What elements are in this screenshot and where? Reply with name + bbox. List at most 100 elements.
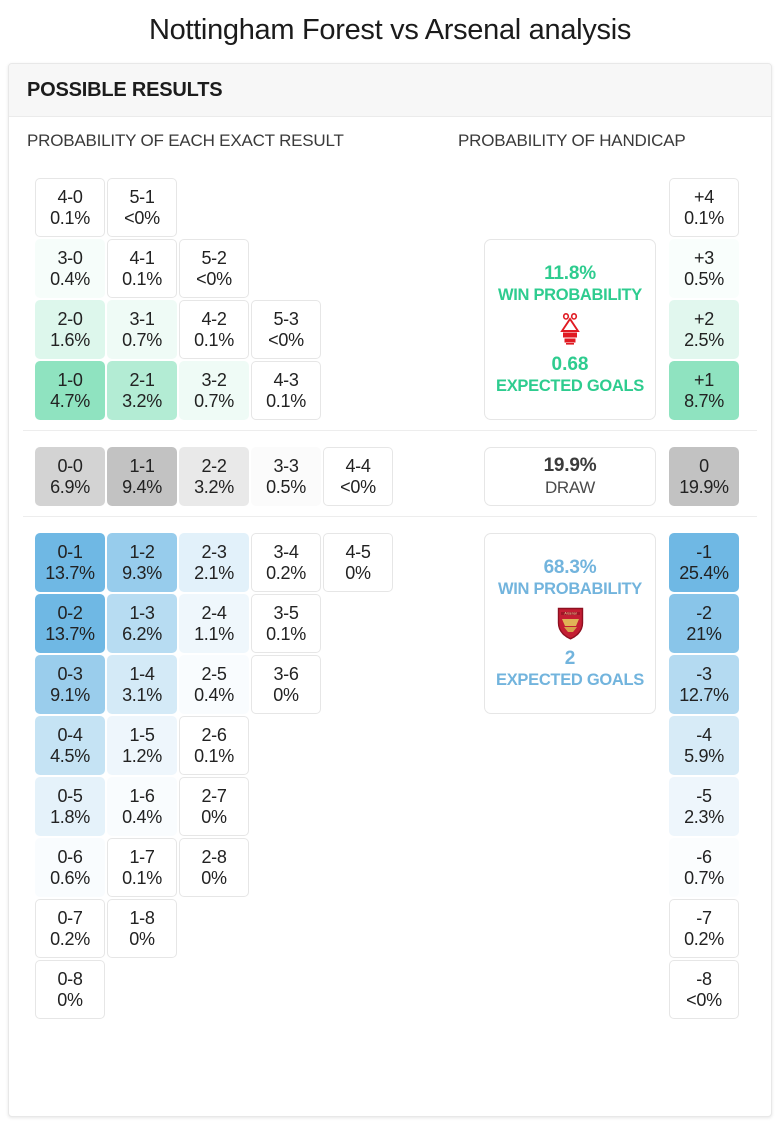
cell-label: 1-2 [129, 542, 155, 563]
score-cell-away-win[interactable]: 0-5 1.8% [35, 777, 105, 836]
cell-label: -2 [696, 603, 712, 624]
score-cell-home-win[interactable]: 3-0 0.4% [35, 239, 105, 298]
cell-label: 1-5 [129, 725, 155, 746]
score-cell-away-win[interactable]: 1-6 0.4% [107, 777, 177, 836]
handicap-cell-away[interactable]: -8 <0% [669, 960, 739, 1019]
away-win-probability-label: WIN PROBABILITY [498, 580, 642, 598]
score-cell-away-win[interactable]: 2-3 2.1% [179, 533, 249, 592]
score-cell-away-win[interactable]: 0-6 0.6% [35, 838, 105, 897]
score-cell-home-win[interactable]: 1-0 4.7% [35, 361, 105, 420]
home-expected-goals-label: EXPECTED GOALS [496, 377, 644, 395]
cell-label: 4-5 [345, 542, 371, 563]
score-cell-home-win[interactable]: 4-2 0.1% [179, 300, 249, 359]
cell-label: 0-8 [57, 969, 83, 990]
handicap-cell-home[interactable]: +1 8.7% [669, 361, 739, 420]
handicap-cell-home[interactable]: +3 0.5% [669, 239, 739, 298]
handicap-cell-away[interactable]: -2 21% [669, 594, 739, 653]
handicap-cell-away[interactable]: -7 0.2% [669, 899, 739, 958]
score-cell-away-win[interactable]: 4-5 0% [323, 533, 393, 592]
score-cell-away-win[interactable]: 2-8 0% [179, 838, 249, 897]
cell-probability: 12.7% [679, 684, 729, 705]
cell-probability: 0.1% [50, 207, 90, 228]
cell-label: 2-8 [201, 847, 227, 868]
score-cell-home-win[interactable]: 2-1 3.2% [107, 361, 177, 420]
cell-probability: 4.7% [50, 390, 90, 411]
score-cell-away-win[interactable]: 0-2 13.7% [35, 594, 105, 653]
score-cell-away-win[interactable]: 1-7 0.1% [107, 838, 177, 897]
score-cell-home-win[interactable]: 4-1 0.1% [107, 239, 177, 298]
score-cell-away-win[interactable]: 1-8 0% [107, 899, 177, 958]
score-cell-away-win[interactable]: 1-2 9.3% [107, 533, 177, 592]
cell-label: +3 [694, 248, 714, 269]
cell-label: -6 [696, 847, 712, 868]
cell-label: +1 [694, 370, 714, 391]
cell-label: 5-3 [273, 309, 299, 330]
score-cell-home-win[interactable]: 5-3 <0% [251, 300, 321, 359]
cell-probability: 0.7% [194, 390, 234, 411]
cell-probability: <0% [196, 268, 232, 289]
away-win-summary-panel[interactable]: 68.3% WIN PROBABILITY Arsenal 2 EXPECTED… [484, 533, 656, 714]
score-cell-draw[interactable]: 1-1 9.4% [107, 447, 177, 506]
score-cell-home-win[interactable]: 2-0 1.6% [35, 300, 105, 359]
cell-probability: 1.2% [122, 745, 162, 766]
cell-probability: 0.1% [122, 867, 162, 888]
score-cell-away-win[interactable]: 2-5 0.4% [179, 655, 249, 714]
cell-label: 2-2 [201, 456, 227, 477]
score-cell-draw[interactable]: 0-0 6.9% [35, 447, 105, 506]
cell-probability: 0.1% [194, 745, 234, 766]
score-cell-away-win[interactable]: 2-6 0.1% [179, 716, 249, 775]
score-cell-draw[interactable]: 2-2 3.2% [179, 447, 249, 506]
score-cell-away-win[interactable]: 1-4 3.1% [107, 655, 177, 714]
cell-probability: 2.3% [684, 806, 724, 827]
score-cell-away-win[interactable]: 3-6 0% [251, 655, 321, 714]
handicap-cell-away[interactable]: -3 12.7% [669, 655, 739, 714]
handicap-cell-away[interactable]: -1 25.4% [669, 533, 739, 592]
cell-label: 0-6 [57, 847, 83, 868]
score-cell-home-win[interactable]: 3-2 0.7% [179, 361, 249, 420]
cell-probability: 19.9% [679, 476, 729, 497]
score-cell-away-win[interactable]: 0-4 4.5% [35, 716, 105, 775]
home-win-summary-panel[interactable]: 11.8% WIN PROBABILITY 0.68 EXPECTED GOAL… [484, 239, 656, 420]
score-cell-away-win[interactable]: 1-5 1.2% [107, 716, 177, 775]
section-divider-draw-away [23, 516, 757, 517]
score-cell-home-win[interactable]: 4-0 0.1% [35, 178, 105, 237]
draw-summary-panel[interactable]: 19.9% DRAW [484, 447, 656, 506]
handicap-cell-home[interactable]: +4 0.1% [669, 178, 739, 237]
handicap-cell-home[interactable]: +2 2.5% [669, 300, 739, 359]
cell-label: 3-3 [273, 456, 299, 477]
cell-label: 0-1 [57, 542, 83, 563]
cell-label: 1-3 [129, 603, 155, 624]
score-cell-home-win[interactable]: 5-1 <0% [107, 178, 177, 237]
score-cell-away-win[interactable]: 2-4 1.1% [179, 594, 249, 653]
score-cell-away-win[interactable]: 0-3 9.1% [35, 655, 105, 714]
cell-probability: 0.4% [122, 806, 162, 827]
cell-probability: 9.3% [122, 562, 162, 583]
cell-probability: 0.1% [122, 268, 162, 289]
cell-probability: 9.1% [50, 684, 90, 705]
score-cell-home-win[interactable]: 4-3 0.1% [251, 361, 321, 420]
score-cell-away-win[interactable]: 3-5 0.1% [251, 594, 321, 653]
score-cell-draw[interactable]: 4-4 <0% [323, 447, 393, 506]
cell-label: 2-3 [201, 542, 227, 563]
cell-probability: 0.4% [194, 684, 234, 705]
possible-results-card: POSSIBLE RESULTS PROBABILITY OF EACH EXA… [8, 63, 772, 1117]
score-cell-home-win[interactable]: 5-2 <0% [179, 239, 249, 298]
score-cell-away-win[interactable]: 0-7 0.2% [35, 899, 105, 958]
score-cell-away-win[interactable]: 0-8 0% [35, 960, 105, 1019]
cell-probability: 9.4% [122, 476, 162, 497]
score-cell-away-win[interactable]: 1-3 6.2% [107, 594, 177, 653]
handicap-cell-away[interactable]: -4 5.9% [669, 716, 739, 775]
cell-label: 2-0 [57, 309, 83, 330]
score-cell-draw[interactable]: 3-3 0.5% [251, 447, 321, 506]
handicap-cell-away[interactable]: -6 0.7% [669, 838, 739, 897]
handicap-cell-away[interactable]: -5 2.3% [669, 777, 739, 836]
score-cell-away-win[interactable]: 2-7 0% [179, 777, 249, 836]
handicap-cell-draw[interactable]: 0 19.9% [669, 447, 739, 506]
cell-label: 4-4 [345, 456, 371, 477]
cell-probability: 3.2% [122, 390, 162, 411]
score-cell-home-win[interactable]: 3-1 0.7% [107, 300, 177, 359]
score-cell-away-win[interactable]: 0-1 13.7% [35, 533, 105, 592]
score-cell-away-win[interactable]: 3-4 0.2% [251, 533, 321, 592]
cell-probability: 0.2% [50, 928, 90, 949]
card-header: POSSIBLE RESULTS [9, 64, 771, 117]
